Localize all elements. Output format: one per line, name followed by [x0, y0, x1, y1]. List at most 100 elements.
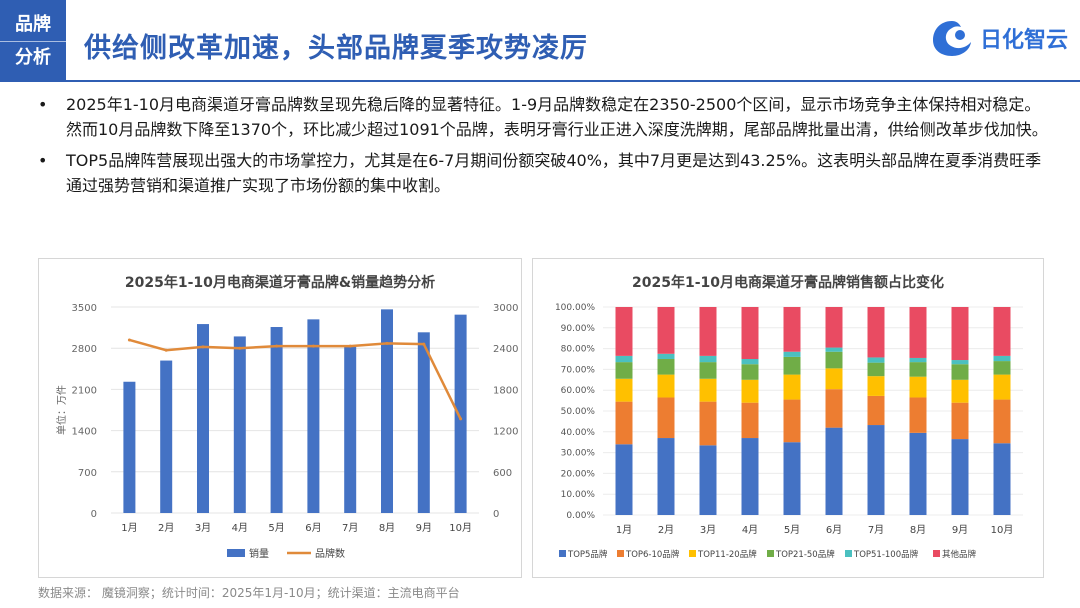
stacked-segment [615, 355, 633, 363]
x-tick: 10月 [991, 524, 1014, 536]
stacked-segment [699, 362, 717, 379]
stacked-segment [867, 395, 885, 426]
legend-label: TOP6-10品牌 [625, 549, 680, 560]
bullet-text: TOP5品牌阵营展现出强大的市场掌控力，尤其是在6-7月期间份额突破40%，其中… [66, 151, 1042, 195]
y-tick: 40.00% [561, 428, 596, 438]
logo-text: 日化智云 [980, 28, 1069, 53]
x-tick: 4月 [742, 524, 758, 536]
y-tick: 90.00% [561, 324, 596, 334]
trend-chart: 2025年1-10月电商渠道牙膏品牌&销量趋势分析 0 700 1400 2100 280… [55, 274, 518, 560]
bullet-dot: • [38, 151, 48, 170]
y-tick-right: 1800 [493, 385, 518, 396]
stacked-segment [993, 399, 1011, 444]
bar-sales [307, 319, 320, 513]
legend-swatch [845, 550, 852, 557]
y-tick: 50.00% [561, 407, 596, 417]
y-tick-left: 0 [91, 509, 97, 520]
bar-sales [160, 360, 173, 513]
bar-sales [344, 347, 357, 513]
stacked-segment [657, 359, 675, 375]
legend-swatch [689, 550, 696, 557]
y-tick: 30.00% [561, 449, 596, 459]
stacked-segment [993, 355, 1011, 362]
stacked-segment [951, 360, 969, 365]
stacked-segment [909, 376, 927, 398]
stacked-segment [783, 351, 801, 357]
stacked-segment [741, 402, 759, 439]
bar-sales [123, 381, 136, 513]
point-brand-count [164, 348, 168, 352]
point-brand-count [238, 346, 242, 350]
x-tick: 10月 [449, 522, 472, 534]
stacked-segment [951, 364, 969, 380]
bullet-text: 2025年1-10月电商渠道牙膏品牌数呈现先稳后降的显著特征。1-9月品牌数稳定… [66, 95, 1048, 139]
y-tick: 10.00% [561, 490, 596, 500]
x-tick: 4月 [232, 522, 248, 534]
bullet-item: • 2025年1-10月电商渠道牙膏品牌数呈现先稳后降的显著特征。1-9月品牌数… [38, 92, 1048, 142]
section-tag: 品牌 分析 [0, 0, 66, 82]
y-axis-label: 单位：万件 [55, 385, 68, 435]
section-tag-line1: 品牌 [15, 13, 51, 35]
logo-icon [933, 21, 971, 56]
x-tick: 1月 [121, 522, 137, 534]
stacked-segment [867, 362, 885, 377]
x-tick: 5月 [268, 522, 284, 534]
bar-sales [417, 332, 430, 513]
x-tick: 6月 [305, 522, 321, 534]
legend-swatch-sales [227, 549, 245, 557]
tag-divider [0, 40, 66, 42]
stacked-segment [615, 444, 633, 515]
chart-panel-share: 2025年1-10月电商渠道牙膏品牌销售额占比变化 0.00% 10.00% 20.0… [532, 258, 1044, 578]
y-tick-right: 2400 [493, 344, 518, 355]
legend-label: TOP51-100品牌 [853, 549, 919, 560]
legend-label: TOP11-20品牌 [697, 549, 757, 560]
stacked-segment [825, 307, 843, 348]
stacked-segment [741, 359, 759, 365]
stacked-segment [699, 355, 717, 363]
stacked-segment [825, 347, 843, 352]
stacked-segment [909, 357, 927, 363]
stacked-segment [867, 425, 885, 515]
stacked-segment [741, 438, 759, 515]
x-tick: 9月 [952, 524, 968, 536]
section-tag-line2: 分析 [15, 46, 51, 68]
bar-sales [197, 324, 209, 513]
point-brand-count [459, 417, 463, 421]
y-tick: 80.00% [561, 345, 596, 355]
stacked-segment [657, 374, 675, 398]
stacked-segment [741, 364, 759, 380]
stacked-segment [909, 432, 927, 515]
y-tick-left: 2100 [72, 385, 97, 396]
chart-title: 2025年1-10月电商渠道牙膏品牌销售额占比变化 [632, 274, 944, 291]
stacked-segment [657, 397, 675, 439]
stacked-segment [783, 356, 801, 375]
legend-label-brand-count: 品牌数 [315, 547, 345, 560]
stacked-segment [741, 307, 759, 359]
y-tick-left: 2800 [72, 344, 97, 355]
bullet-dot: • [38, 95, 48, 114]
legend-label: 其他品牌 [942, 549, 977, 560]
point-brand-count [275, 344, 279, 348]
stacked-segment [951, 439, 969, 515]
bar-sales [270, 327, 283, 513]
bar-sales [454, 314, 467, 513]
y-tick-right: 600 [493, 468, 512, 479]
x-tick: 3月 [195, 522, 211, 534]
x-tick: 9月 [416, 522, 432, 534]
legend-swatch [933, 550, 940, 557]
bar-sales [233, 336, 246, 513]
stacked-segment [741, 379, 759, 403]
stacked-segment [615, 378, 633, 402]
y-tick-right: 0 [493, 509, 499, 520]
y-tick: 60.00% [561, 386, 596, 396]
share-chart: 2025年1-10月电商渠道牙膏品牌销售额占比变化 0.00% 10.00% 20.0… [555, 274, 1023, 560]
point-brand-count [311, 344, 315, 348]
x-tick: 7月 [868, 524, 884, 536]
point-brand-count [127, 338, 131, 342]
stacked-segment [615, 307, 633, 356]
line-brand-count [129, 338, 462, 420]
stacked-segment [867, 376, 885, 396]
legend-label: TOP21-50品牌 [775, 549, 835, 560]
stacked-segment [657, 438, 675, 515]
y-tick-right: 3000 [493, 303, 518, 314]
